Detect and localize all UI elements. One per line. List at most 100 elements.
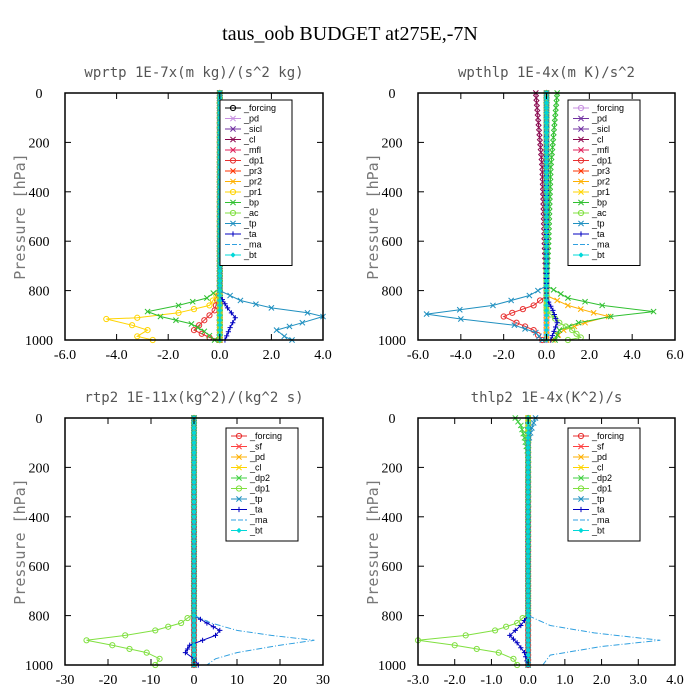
x-tick-label: 2.0 bbox=[593, 673, 611, 688]
data-point bbox=[514, 619, 521, 627]
data-point bbox=[535, 124, 542, 131]
data-point bbox=[549, 144, 556, 151]
data-point bbox=[525, 464, 531, 470]
data-point bbox=[510, 636, 517, 642]
data-point bbox=[543, 258, 550, 264]
data-point bbox=[217, 322, 223, 328]
data-point bbox=[191, 479, 197, 485]
data-point bbox=[473, 645, 480, 653]
data-point bbox=[201, 317, 208, 324]
data-point bbox=[191, 622, 197, 629]
legend-marker bbox=[578, 252, 584, 258]
data-point bbox=[500, 313, 507, 320]
data-point bbox=[543, 110, 550, 116]
data-point bbox=[210, 624, 216, 630]
legend-label: _ma bbox=[243, 240, 262, 250]
data-point bbox=[191, 529, 197, 535]
data-point bbox=[543, 283, 550, 289]
data-point bbox=[191, 613, 197, 619]
legend-label: _ma bbox=[249, 515, 268, 525]
data-point bbox=[543, 174, 550, 180]
legend-label: _pd bbox=[591, 114, 607, 124]
legend-label: _dp2 bbox=[591, 473, 612, 483]
x-tick-label: -4.0 bbox=[450, 348, 472, 363]
data-point bbox=[191, 459, 197, 466]
legend-marker bbox=[578, 475, 584, 481]
data-point bbox=[188, 320, 195, 327]
data-point bbox=[525, 603, 531, 609]
data-point bbox=[210, 290, 217, 297]
data-point bbox=[543, 297, 550, 304]
data-point bbox=[191, 514, 197, 520]
data-point bbox=[525, 538, 531, 545]
data-point bbox=[525, 514, 531, 520]
y-axis-label: Pressure [hPa] bbox=[11, 478, 29, 604]
data-point bbox=[144, 327, 151, 334]
data-point bbox=[525, 509, 531, 515]
y-tick-label: 400 bbox=[382, 186, 403, 201]
series-line bbox=[193, 418, 315, 666]
data-point bbox=[534, 104, 541, 111]
legend-marker bbox=[236, 443, 242, 450]
data-point bbox=[530, 419, 537, 426]
data-point bbox=[543, 317, 550, 323]
legend-marker bbox=[577, 157, 585, 164]
legend-label: _pd bbox=[249, 452, 265, 462]
data-point bbox=[190, 327, 198, 334]
data-point bbox=[543, 312, 550, 318]
data-point bbox=[525, 454, 531, 461]
data-point bbox=[252, 301, 259, 308]
panel-title: rtp2 1E-11x(kg^2)/(kg^2 s) bbox=[84, 390, 303, 406]
data-point bbox=[550, 286, 557, 293]
data-point bbox=[191, 642, 197, 648]
legend-marker bbox=[230, 168, 236, 174]
data-point bbox=[462, 632, 469, 639]
legend-label: _bt bbox=[591, 250, 605, 260]
data-point bbox=[525, 504, 531, 510]
data-point bbox=[189, 298, 196, 305]
y-tick-label: 600 bbox=[382, 560, 403, 575]
data-point bbox=[191, 598, 197, 604]
data-point bbox=[230, 320, 236, 326]
legend-label: _dp1 bbox=[591, 156, 612, 166]
data-point bbox=[573, 330, 580, 337]
data-point bbox=[554, 332, 561, 339]
legend-label: _sf bbox=[591, 442, 605, 452]
legend-marker bbox=[235, 485, 243, 492]
series-ma bbox=[193, 418, 315, 666]
data-point bbox=[191, 489, 197, 495]
legend-marker bbox=[578, 178, 584, 185]
series-bt bbox=[543, 90, 550, 343]
y-tick-label: 600 bbox=[29, 235, 50, 250]
data-point bbox=[217, 312, 223, 318]
data-point bbox=[217, 268, 223, 274]
legend-marker bbox=[230, 136, 236, 143]
data-point bbox=[543, 268, 550, 274]
legend-marker bbox=[578, 454, 584, 460]
legend-label: _pr3 bbox=[243, 166, 262, 176]
data-point bbox=[553, 99, 560, 106]
legend-label: _cl bbox=[243, 135, 256, 145]
data-point bbox=[536, 297, 544, 304]
data-point bbox=[232, 315, 238, 321]
legend-label: _dp1 bbox=[243, 156, 264, 166]
legend-marker bbox=[578, 115, 584, 122]
legend-marker bbox=[578, 199, 584, 206]
data-point bbox=[495, 649, 502, 656]
x-tick-label: 0.0 bbox=[211, 348, 229, 363]
data-point bbox=[525, 469, 531, 475]
data-point bbox=[224, 305, 231, 311]
data-point bbox=[517, 422, 524, 429]
data-point bbox=[543, 278, 550, 284]
x-tick-label: 0.0 bbox=[519, 673, 537, 688]
legend-marker bbox=[236, 475, 242, 481]
x-tick-label: 2.0 bbox=[263, 348, 281, 363]
data-point bbox=[536, 134, 543, 141]
y-tick-label: 400 bbox=[29, 511, 50, 526]
data-point bbox=[191, 563, 197, 569]
data-point bbox=[525, 524, 531, 530]
data-point bbox=[535, 119, 542, 126]
data-point bbox=[217, 297, 223, 304]
data-point bbox=[268, 304, 275, 311]
